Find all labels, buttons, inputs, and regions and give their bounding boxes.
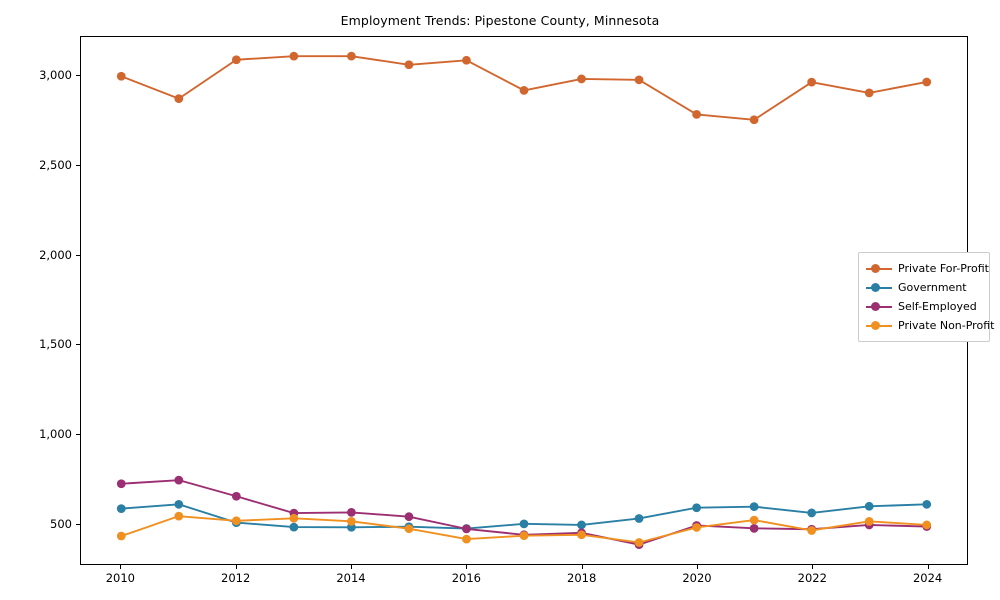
series-private-for-profit [116,51,932,125]
x-axis-tick-label: 2022 [797,571,827,585]
data-point-marker [289,513,299,523]
data-point-marker [692,523,701,532]
data-point-marker [807,77,817,87]
y-axis-tick-mark [76,524,80,526]
y-axis-tick-label: 500 [50,517,72,532]
data-point-marker [922,520,932,530]
legend-item[interactable]: Government [866,278,982,297]
data-point-marker [289,51,299,61]
legend-color-swatch [866,319,892,333]
x-axis-tick-mark [581,565,583,569]
y-axis-tick-mark [76,434,80,436]
data-point-marker [231,491,241,501]
data-point-marker [404,512,414,522]
data-point-marker [404,524,414,534]
data-point-marker [462,534,471,544]
y-axis-tick-label: 2,000 [39,247,72,262]
legend-item[interactable]: Private For-Profit [866,259,989,278]
legend-item-label: Private For-Profit [898,262,989,275]
data-point-marker [577,520,586,530]
x-axis-tick-label: 2018 [567,571,597,585]
data-point-marker [864,88,874,98]
y-axis-tick-mark [76,254,80,256]
data-point-marker [116,71,126,81]
data-point-marker [116,504,126,514]
legend-item[interactable]: Private Non-Profit [866,316,994,335]
chart-legend: Private For-Profit Government Self-Employe… [858,252,994,342]
data-point-marker [462,55,471,65]
x-axis-tick-label: 2012 [221,571,251,585]
x-axis-tick-mark [927,565,929,569]
data-point-marker [347,51,356,61]
data-point-marker [692,110,701,119]
x-axis-tick-mark [696,565,698,569]
data-point-marker [519,519,529,529]
data-point-marker [577,530,586,540]
x-axis-tick-mark [120,565,122,569]
data-point-marker [174,94,184,104]
data-point-marker [634,538,644,547]
legend-item-label: Private Non-Profit [898,319,995,332]
data-point-marker [807,508,817,518]
data-point-marker [116,531,126,541]
data-point-marker [519,86,529,95]
data-point-marker [864,516,874,526]
data-point-marker [749,115,759,125]
data-point-marker [231,516,241,526]
legend-item-label: Self-Employed [898,300,977,313]
data-point-marker [749,523,759,533]
data-point-marker [231,55,241,65]
legend-color-swatch [866,281,892,295]
y-axis-tick-mark [76,74,80,76]
data-point-marker [404,60,414,70]
series-lines [116,51,932,550]
legend-color-swatch [866,300,892,314]
x-axis-tick-label: 2014 [336,571,366,585]
data-point-marker [519,531,529,541]
data-point-marker [174,511,184,521]
series-government [116,499,932,533]
x-axis-tick-mark [812,565,814,569]
x-axis-tick-mark [351,565,352,569]
data-point-marker [864,501,874,511]
data-point-marker [634,514,644,523]
x-axis-tick-mark [235,565,237,569]
data-point-marker [807,526,817,535]
data-point-marker [116,479,126,489]
y-axis-tick-mark [76,164,80,166]
series-private-non-profit [116,511,932,547]
y-axis-tick-label: 3,000 [39,67,72,82]
chart-title: Employment Trends: Pipestone County, Min… [340,13,660,28]
data-point-marker [749,515,759,525]
x-axis-tick-label: 2024 [912,571,943,585]
legend-item[interactable]: Self-Employed [866,297,982,316]
plot-area [80,36,968,565]
data-point-marker [289,522,299,532]
y-axis-tick-label: 1,000 [39,427,72,442]
data-point-marker [174,475,184,485]
data-point-marker [462,524,471,534]
data-point-marker [347,508,356,517]
x-axis-tick-label: 2016 [451,571,481,585]
data-point-marker [692,503,701,513]
legend-color-swatch [866,262,892,276]
y-axis-tick-label: 2,500 [39,157,72,172]
data-point-marker [174,499,184,509]
data-point-marker [577,74,586,84]
x-axis-tick-label: 2020 [682,571,712,585]
y-axis-tick-label: 1,500 [39,337,72,352]
y-axis-tick-mark [76,344,80,346]
data-point-marker [922,77,932,87]
x-axis-tick-label: 2010 [105,571,135,585]
legend-item-label: Government [898,281,967,294]
data-point-marker [749,502,759,512]
data-point-marker [347,516,356,526]
data-point-marker [634,75,644,85]
data-point-marker [922,499,932,509]
x-axis-tick-mark [466,565,468,569]
